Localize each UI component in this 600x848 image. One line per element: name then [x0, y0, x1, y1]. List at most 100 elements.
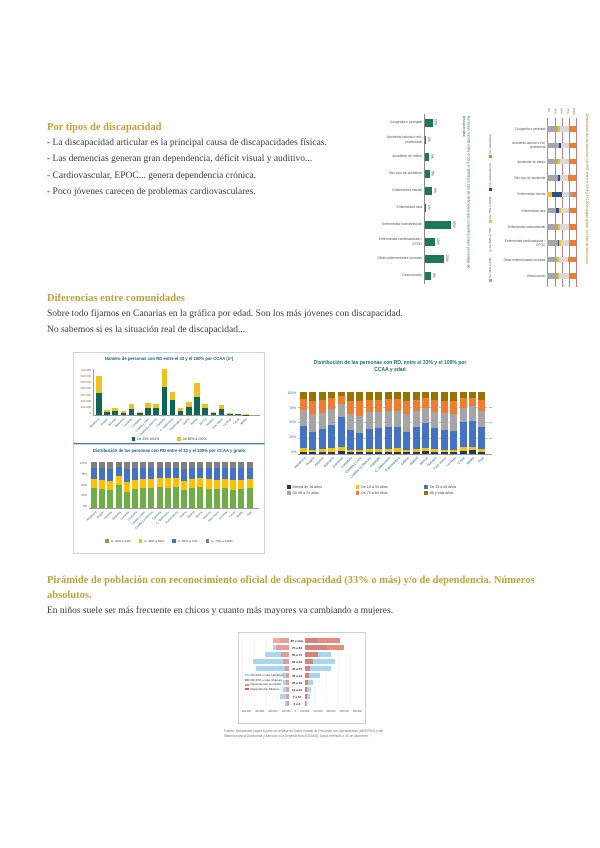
stacked-bar — [309, 392, 317, 454]
legend-item: Sin especificar — [488, 134, 492, 159]
bar-segment — [440, 413, 448, 430]
bar-row: Enfermedad cardiovascular / EPOC — [498, 232, 577, 255]
bar-segment — [559, 126, 569, 132]
axis-tick: 75% — [289, 405, 296, 410]
bar-segment — [547, 224, 559, 230]
bar-segment — [365, 451, 373, 454]
stacked-bar — [384, 392, 392, 454]
stacked-bar — [136, 411, 143, 415]
legend-marker — [287, 485, 291, 489]
bar-segment — [328, 398, 336, 409]
category-label: Enfermedad cardiovascular / EPOC — [504, 239, 546, 248]
bar-segment — [222, 468, 228, 480]
bar-segment — [181, 480, 188, 490]
bar-segment — [104, 409, 110, 413]
bar-track — [547, 232, 577, 255]
bar-segment — [384, 392, 392, 400]
gridline — [576, 232, 577, 255]
legend-marker — [424, 485, 428, 489]
bar-segment — [555, 207, 560, 214]
bar-row: Otras enfermedades crónicas — [498, 248, 577, 271]
stacked-bar — [547, 207, 576, 214]
bar-segment — [450, 413, 458, 432]
bar-track — [547, 199, 577, 222]
bar-track: 13% — [424, 233, 456, 250]
bar-segment — [403, 400, 411, 415]
pyramid-left-cell — [242, 651, 289, 658]
legend-item: De 65 a 74 años — [287, 491, 356, 495]
x-label-cell: Melilla — [240, 416, 248, 432]
value-label: 8% — [432, 273, 436, 278]
bar-segment — [156, 478, 163, 488]
axis-tick: 75% — [565, 108, 570, 114]
bar-segment — [328, 392, 336, 399]
category-label: Enfermedad mental — [517, 192, 546, 197]
axis-tick: 400.000 — [80, 386, 91, 391]
pyramid-row: 7 a 15 — [242, 693, 362, 700]
category-label: Desconocido — [402, 273, 422, 278]
bar-segment — [478, 427, 486, 450]
bar-segment — [469, 420, 477, 447]
chart-plot-area: 85 y más 75 a 84 65 a 74 55 a 64 45 a 54 35 a… — [242, 637, 362, 707]
bar-segment — [547, 191, 552, 198]
bar-segment — [328, 408, 336, 425]
bar-segment — [346, 452, 354, 454]
bar-segment — [384, 451, 392, 454]
bar-segment — [547, 240, 558, 246]
bar-segment — [99, 479, 106, 489]
legend-label: De 33% a 64% — [488, 257, 492, 278]
bar-segment — [156, 468, 163, 479]
bar-segment — [422, 447, 430, 451]
pyramid-left-cell — [242, 686, 289, 693]
stacked-bar — [337, 392, 345, 454]
bar-segment — [384, 399, 392, 411]
bar-segment — [365, 392, 373, 401]
stacked-bar — [328, 392, 336, 454]
bar-segment — [356, 401, 364, 416]
chart-plot-area — [298, 392, 492, 455]
x-label-cell: Madrid — [409, 455, 420, 483]
legend-label: Dependencia. Mujeres — [250, 686, 280, 691]
bar-segment — [440, 450, 448, 453]
chart-title: Distribución de las personas con RD, ent… — [313, 360, 467, 373]
pyramid-row: 75 a 84 — [242, 644, 362, 651]
bar-segment — [450, 450, 458, 453]
stacked-bar — [169, 392, 176, 415]
stacked-bar — [210, 411, 217, 415]
axis-tick: 300.000 — [255, 710, 265, 713]
axis-tick: 200.000 — [313, 710, 323, 713]
bar-segment — [246, 478, 253, 488]
category-label: Madrid — [409, 456, 420, 466]
bar-segment — [346, 430, 354, 451]
bar-segment — [547, 273, 558, 279]
pyramid-bar — [305, 665, 332, 672]
bar-segment — [337, 392, 345, 396]
x-axis-labels: Andalucía Aragón Asturias Baleares Canarias C… — [85, 509, 259, 533]
legend-item: Menos de 16 años — [287, 485, 356, 489]
bar-track — [547, 215, 577, 239]
legend-item: G. 65% a 74% — [172, 539, 198, 543]
bar-row: Accidente laboral o enf. profesional — [498, 134, 577, 157]
pyramid-bar — [305, 700, 308, 707]
bar-segment — [337, 417, 345, 448]
stacked-bar — [140, 462, 147, 508]
stacked-bar — [318, 392, 326, 454]
legend-marker — [205, 539, 210, 543]
stacked-bar — [222, 462, 228, 508]
age-label: 16 a 24 — [289, 686, 305, 693]
pyramid-bar — [305, 651, 332, 658]
stacked-bar — [96, 376, 102, 415]
stacked-bar — [547, 256, 576, 263]
bar-segment — [571, 191, 576, 198]
age-label: 55 a 64 — [289, 658, 305, 665]
bar — [425, 152, 429, 161]
bar-segment — [459, 450, 467, 454]
stacked-bar — [164, 462, 171, 508]
pyramid-bar — [285, 672, 289, 679]
bar-segment — [202, 403, 209, 409]
category-label: Accidente laboral o enf. profesional — [512, 141, 546, 150]
legend-item: 85 y más años — [424, 491, 493, 495]
legend-label: G. 75% a 100% — [211, 539, 233, 543]
bar-segment — [197, 477, 204, 487]
legend-item: Dependencia. Mujeres — [245, 687, 283, 692]
